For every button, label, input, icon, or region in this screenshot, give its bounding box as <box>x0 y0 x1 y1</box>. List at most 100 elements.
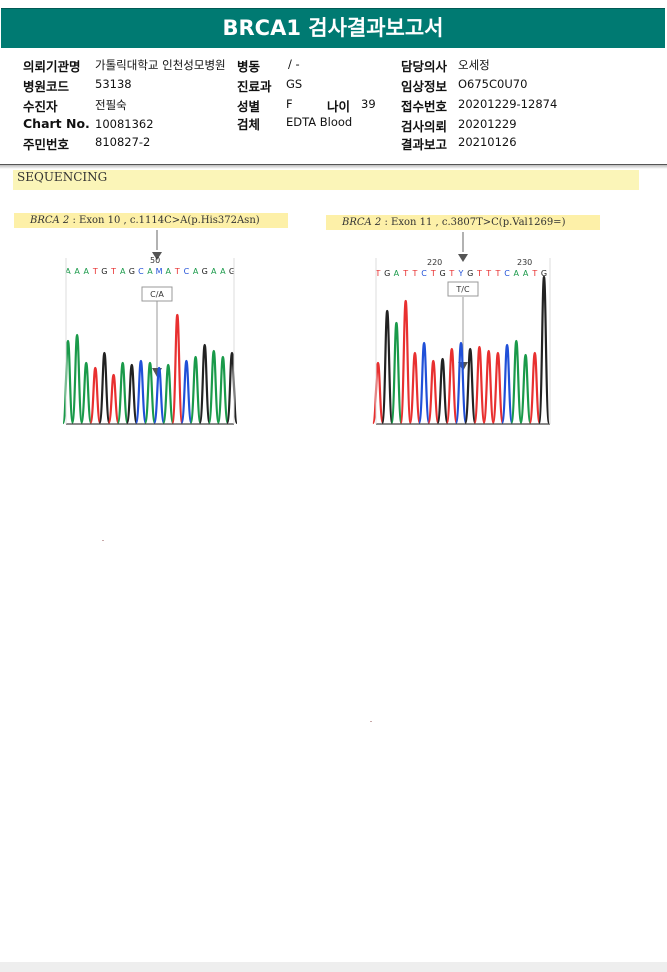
base-call-letter: G <box>541 269 547 278</box>
base-call-letter: T <box>531 269 537 278</box>
base-call-letter: G <box>467 269 473 278</box>
trace-peak <box>180 359 193 425</box>
trace-peak <box>390 321 403 425</box>
trace-peak <box>427 359 440 425</box>
base-call-letter: T <box>402 269 408 278</box>
age-label: 나이 <box>327 99 351 114</box>
base-call-letter: A <box>193 267 199 276</box>
trace-peak <box>464 347 477 425</box>
base-call-letter: C <box>504 269 510 278</box>
trace-peak <box>417 341 431 425</box>
scan-speck <box>370 721 372 722</box>
trace-peak <box>436 357 449 425</box>
variant-2-label: BRCA 2 : Exon 11 , c.3807T>C(p.Val1269=) <box>326 215 600 230</box>
base-call-letter: A <box>65 267 71 276</box>
trace-peak <box>153 366 166 425</box>
base-call-letter: G <box>384 269 390 278</box>
department-label: 진료과 <box>237 79 272 94</box>
specimen-value: EDTA Blood <box>286 115 353 129</box>
base-call-letter: A <box>74 267 80 276</box>
trace-peak <box>491 351 505 425</box>
scan-speck <box>102 540 104 541</box>
trace-peak <box>519 353 532 425</box>
chrom-1-pointer-arrow <box>152 252 162 260</box>
base-call-letter: A <box>514 269 520 278</box>
trace-peak <box>116 361 129 425</box>
trace-peak <box>445 347 458 425</box>
base-call-letter: A <box>83 267 89 276</box>
trace-peak <box>143 361 157 425</box>
trace-peak <box>381 309 394 425</box>
institution-value: 가톨릭대학교 인천성모병원 <box>95 58 226 72</box>
chrom-1-trace <box>61 313 239 425</box>
base-call-letter: G <box>202 267 208 276</box>
sequencing-heading: SEQUENCING <box>13 170 639 190</box>
base-call-letter: G <box>439 269 445 278</box>
base-call-letter: A <box>147 267 153 276</box>
trace-peak <box>528 351 541 425</box>
base-call-letter: T <box>92 267 98 276</box>
trace-peak <box>107 373 120 425</box>
base-call-letter: G <box>229 267 235 276</box>
patient-value: 전필숙 <box>95 98 127 112</box>
base-call-letter: T <box>476 269 482 278</box>
trace-peak <box>399 299 412 425</box>
base-call-letter: C <box>421 269 427 278</box>
sex-value: F <box>286 97 293 111</box>
trace-peak <box>61 339 75 425</box>
request-value: 20201229 <box>458 117 517 131</box>
base-call-letter: T <box>110 267 116 276</box>
base-call-letter: C <box>138 267 144 276</box>
patient-info-section: 의뢰기관명 가톨릭대학교 인천성모병원 병동 / - 담당의사 오세정 병원코드… <box>0 48 667 165</box>
trace-peak <box>80 361 93 425</box>
chart-no-value: 10081362 <box>95 117 154 131</box>
variant-2-desc: : Exon 11 , c.3807T>C(p.Val1269=) <box>381 217 566 228</box>
chrom-1-position-label: 50 <box>150 256 160 265</box>
trace-peak <box>454 341 468 425</box>
variant-1-gene: BRCA 2 <box>30 215 70 226</box>
age-value: 39 <box>361 97 376 111</box>
trace-peak <box>216 355 229 425</box>
base-call-letter: Y <box>458 269 464 278</box>
chart-no-label: Chart No. <box>23 116 90 131</box>
base-call-letter: A <box>394 269 400 278</box>
trace-peak <box>98 351 111 425</box>
chrom-2-pointer-arrow <box>458 254 468 262</box>
base-call-letter: T <box>174 267 180 276</box>
hospital-code-label: 병원코드 <box>23 79 70 94</box>
base-call-letter: T <box>494 269 500 278</box>
clinical-value: O675C0U70 <box>458 77 528 91</box>
trace-peak <box>198 343 211 425</box>
trace-peak <box>510 339 523 425</box>
trace-peak <box>89 366 102 425</box>
trace-peak <box>408 351 422 425</box>
receipt-label: 접수번호 <box>401 99 448 114</box>
trace-peak <box>473 345 486 425</box>
trace-peak <box>482 349 495 425</box>
variant-2-gene: BRCA 2 <box>342 217 382 228</box>
base-call-letter: G <box>129 267 135 276</box>
institution-label: 의뢰기관명 <box>23 59 81 74</box>
chrom-2-position-label-2: 230 <box>517 258 532 267</box>
chrom-2-call-box <box>447 281 479 297</box>
trace-peak <box>134 359 147 425</box>
base-call-letter: C <box>184 267 190 276</box>
trace-peak <box>71 333 84 425</box>
resident-value: 810827-2 <box>95 135 151 149</box>
chrom-1-call-box <box>141 286 173 302</box>
report-date-value: 20210126 <box>458 135 517 149</box>
base-call-letter: M <box>156 267 163 276</box>
doctor-value: 오세정 <box>458 58 490 72</box>
report-title: BRCA1 검사결과보고서 <box>1 8 665 49</box>
chrom-1-call: C/A <box>150 290 164 299</box>
trace-peak <box>162 363 175 425</box>
base-call-letter: A <box>211 267 217 276</box>
hospital-code-value: 53138 <box>95 77 132 91</box>
base-call-letter: T <box>411 269 417 278</box>
base-call-letter: T <box>485 269 491 278</box>
base-call-letter: A <box>523 269 529 278</box>
